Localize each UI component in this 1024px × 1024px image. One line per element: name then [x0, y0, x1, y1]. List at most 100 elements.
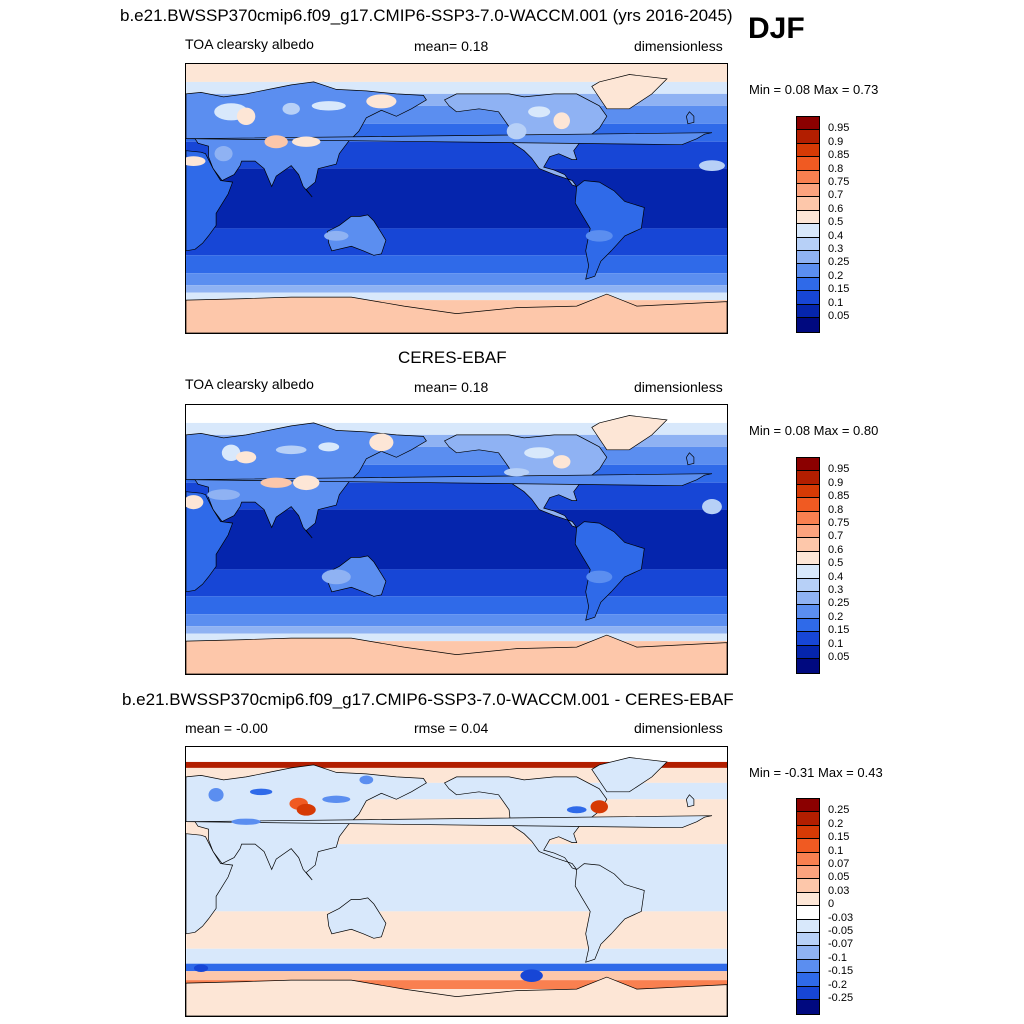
colorbar-tick-label: -0.03	[828, 911, 854, 924]
greenland-landmass	[591, 74, 668, 110]
colorbar-swatch	[796, 811, 820, 827]
colorbar-tick-label: 0.1	[828, 637, 844, 650]
surface-patch	[235, 451, 257, 464]
surface-patch	[236, 107, 256, 125]
colorbar-swatch	[796, 564, 820, 580]
colorbar-tick-label: -0.15	[828, 965, 854, 978]
colorbar-swatch	[796, 972, 820, 988]
field-band	[186, 255, 727, 274]
surface-patch	[553, 112, 570, 130]
colorbar-swatch	[796, 824, 820, 840]
panel2-colorbar: 0.95 0.9 0.85 0.8 0.75 0.7 0.6 0.5 0.4 0.3 0.25 0.2…	[796, 457, 849, 674]
surface-patch	[318, 442, 340, 452]
field-band	[186, 596, 727, 615]
field-band	[186, 761, 727, 768]
difference-patch	[590, 800, 608, 814]
colorbar-tick-label: 0.85	[828, 490, 850, 503]
colorbar-swatch	[796, 865, 820, 880]
colorbar-tick-label: 0.85	[828, 149, 850, 162]
colorbar-swatch	[796, 577, 820, 593]
arctic-band	[186, 64, 727, 82]
panel1-variable: TOA clearsky albedo	[185, 36, 314, 52]
colorbar-tick-label: 0.25	[828, 804, 850, 817]
field-band	[186, 911, 727, 949]
colorbar-tick-label: 0.95	[828, 463, 850, 476]
colorbar-swatch	[796, 223, 820, 239]
colorbar-swatch	[796, 905, 820, 921]
field-band	[186, 569, 727, 597]
colorbar-swatch	[796, 263, 820, 279]
colorbar-swatch	[796, 591, 820, 606]
surface-patch	[275, 445, 307, 455]
surface-patch	[699, 160, 725, 172]
colorbar-swatch	[796, 918, 820, 934]
panel1-colorbar: 0.95 0.9 0.85 0.8 0.75 0.7 0.6 0.5 0.4 0.3 0.25 0.2…	[796, 116, 849, 333]
season-label: DJF	[748, 12, 805, 45]
africa-landmass	[186, 833, 234, 935]
field-band	[186, 422, 727, 435]
colorbar-tick-label: -0.25	[828, 992, 854, 1004]
colorbar-tick-label: 0.8	[828, 503, 844, 516]
colorbar-tick-label: 0.4	[828, 229, 844, 242]
colorbar-swatch	[796, 183, 820, 198]
colorbar-swatch	[796, 156, 820, 172]
uk-landmass	[686, 794, 695, 808]
colorbar-tick-label: -0.2	[828, 978, 847, 991]
difference-patch	[193, 964, 209, 972]
colorbar-swatch	[796, 317, 820, 333]
colorbar-swatch	[796, 838, 820, 854]
panel3-colorbar: 0.25 0.2 0.15 0.1 0.07 0.05 0.03 0 -0.03 -0.05 -0.…	[796, 798, 853, 1015]
colorbar-tick-label: 0.05	[828, 651, 850, 663]
colorbar-tick-label: 0.7	[828, 530, 844, 543]
colorbar-tick-label: 0.1	[828, 844, 844, 857]
colorbar-tick-label: 0.07	[828, 858, 850, 870]
colorbar-tick-label: 0.5	[828, 216, 844, 229]
australia-landmass	[326, 214, 387, 256]
colorbar-tick-label: 0.25	[828, 597, 850, 610]
colorbar-tick-label: 0.15	[828, 624, 850, 637]
colorbar-swatch	[796, 932, 820, 947]
panel2-title: CERES-EBAF	[398, 348, 507, 367]
colorbar-swatch	[796, 250, 820, 265]
colorbar-swatch	[796, 470, 820, 486]
surface-patch	[221, 444, 241, 461]
difference-patch	[249, 788, 273, 796]
panel1-minmax: Min = 0.08 Max = 0.73	[749, 82, 879, 97]
colorbar-tick-label: 0.75	[828, 176, 850, 188]
uk-landmass	[686, 111, 695, 125]
field-band	[186, 509, 727, 570]
colorbar-swatch	[796, 303, 820, 319]
panel3-map	[185, 746, 728, 1017]
difference-patch	[322, 795, 351, 803]
colorbar-tick-label: 0.2	[828, 269, 844, 282]
colorbar-swatch	[796, 497, 820, 513]
arctic-band	[186, 405, 727, 423]
greenland-landmass	[591, 415, 668, 451]
surface-patch	[324, 230, 349, 241]
colorbar-tick-label: 0.9	[828, 135, 844, 148]
colorbar-swatch	[796, 483, 820, 499]
colorbar-swatch	[796, 631, 820, 647]
colorbar-tick-label: 0.95	[828, 122, 850, 135]
panel1-map	[185, 63, 728, 334]
colorbar-tick-label: 0.2	[828, 817, 844, 830]
surface-patch	[506, 123, 527, 140]
panel2-map	[185, 404, 728, 675]
colorbar-tick-label: 0.3	[828, 584, 844, 596]
colorbar-swatch	[796, 798, 820, 813]
colorbar-tick-label: 0.9	[828, 476, 844, 489]
colorbar-swatch	[796, 116, 820, 131]
difference-patch	[208, 788, 224, 802]
antarctica-landmass	[186, 634, 727, 674]
surface-patch	[186, 495, 204, 510]
field-band	[186, 626, 727, 634]
colorbar-swatch	[796, 457, 820, 472]
surface-patch	[503, 468, 530, 477]
surface-patch	[264, 135, 288, 149]
surface-patch	[292, 136, 321, 147]
colorbar-swatch	[796, 236, 820, 252]
africa-landmass	[186, 491, 234, 593]
panel1-title: b.e21.BWSSP370cmip6.f09_g17.CMIP6-SSP3-7…	[120, 6, 733, 25]
surface-patch	[524, 447, 555, 459]
panel3-rmse: rmse = 0.04	[414, 720, 489, 736]
